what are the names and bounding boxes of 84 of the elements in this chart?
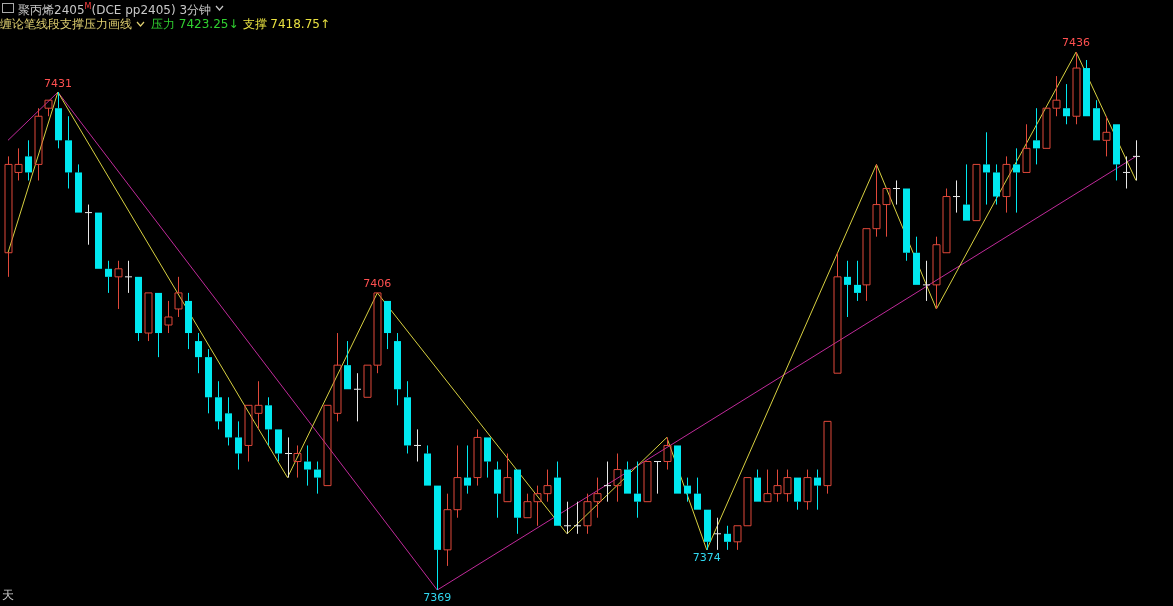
candlestick xyxy=(105,260,112,294)
candlestick xyxy=(1093,99,1100,141)
candlestick xyxy=(344,340,351,390)
annotation: 7436 xyxy=(1062,36,1091,50)
candlestick xyxy=(922,260,931,302)
candlestick xyxy=(195,332,202,374)
candlestick xyxy=(434,485,441,591)
candlestick xyxy=(704,509,711,551)
candlestick xyxy=(613,452,622,503)
candlestick xyxy=(963,163,970,221)
candlestick xyxy=(1033,107,1040,165)
candlestick xyxy=(75,163,82,213)
chart-subtitle: 缠论笔线段支撑压力画线 xyxy=(0,16,132,32)
candlestick xyxy=(25,139,32,181)
candlestick xyxy=(174,276,183,318)
candlestick xyxy=(1063,83,1070,125)
candlestick xyxy=(135,276,142,342)
candlestick xyxy=(952,179,961,214)
candlestick xyxy=(404,380,411,454)
candlestick xyxy=(1083,59,1090,117)
candlestick xyxy=(494,461,501,519)
candlestick xyxy=(854,260,861,302)
annotation: 7431 xyxy=(43,76,72,90)
candlestick xyxy=(353,372,362,422)
chart-title: 聚丙烯2405$^{M}$(DCE pp2405) 3分钟 xyxy=(18,0,212,17)
candlestick xyxy=(84,204,93,246)
candlestick xyxy=(713,517,722,551)
candlestick xyxy=(55,91,62,149)
candlestick xyxy=(603,461,612,503)
candlestick xyxy=(903,188,910,262)
annotation: 7406 xyxy=(363,277,392,291)
candlestick xyxy=(215,380,222,430)
candlestick xyxy=(563,501,572,535)
candlestick xyxy=(275,429,282,463)
candlestick xyxy=(304,444,311,487)
candlestick xyxy=(814,469,821,511)
candlestick xyxy=(844,260,851,318)
candlestick xyxy=(124,260,133,294)
candlestick xyxy=(663,436,672,471)
candlestick xyxy=(794,477,801,511)
candlestick xyxy=(235,420,242,471)
candlestick xyxy=(265,396,272,446)
candlestick xyxy=(424,444,431,486)
candlestick xyxy=(164,300,173,334)
candlestick xyxy=(653,461,662,495)
candlestick xyxy=(983,131,990,206)
candlestick xyxy=(684,477,691,503)
candlestick xyxy=(1013,147,1020,214)
candlestick xyxy=(694,477,701,510)
text: 压力 7423.25↓ xyxy=(151,16,239,32)
candlestick xyxy=(514,469,521,535)
candlestick xyxy=(1113,124,1120,181)
candlestick xyxy=(205,348,212,414)
candlestick xyxy=(384,300,391,350)
candlestick xyxy=(913,236,920,285)
candlestick xyxy=(225,396,232,446)
candlestick xyxy=(394,332,401,406)
candlestick xyxy=(754,469,761,502)
text: 支撑 7418.75↑ xyxy=(242,16,330,32)
candlestick xyxy=(114,260,123,310)
candlestick xyxy=(155,292,162,358)
candlestick xyxy=(823,420,832,495)
candlestick xyxy=(724,525,731,551)
candlestick xyxy=(573,501,582,535)
annotation: 7374 xyxy=(692,551,721,565)
candlestick xyxy=(1102,115,1111,157)
candlestick xyxy=(554,461,561,526)
candlestick xyxy=(413,428,422,463)
candlestick xyxy=(464,444,471,495)
candlestick xyxy=(624,461,631,494)
candlestick xyxy=(65,115,72,190)
annotation: 7369 xyxy=(423,591,452,605)
candlestick xyxy=(293,444,302,479)
candlestick xyxy=(993,163,1000,206)
candlestick xyxy=(1132,139,1141,181)
candlestick xyxy=(314,461,321,495)
candlestick xyxy=(634,461,641,519)
candlestick xyxy=(284,436,293,479)
candlestick xyxy=(1122,155,1131,190)
annotation: 天 xyxy=(2,588,14,602)
candlestick xyxy=(185,292,192,350)
candlestick xyxy=(833,252,842,374)
candlestick xyxy=(484,437,491,479)
candlestick xyxy=(892,179,901,206)
